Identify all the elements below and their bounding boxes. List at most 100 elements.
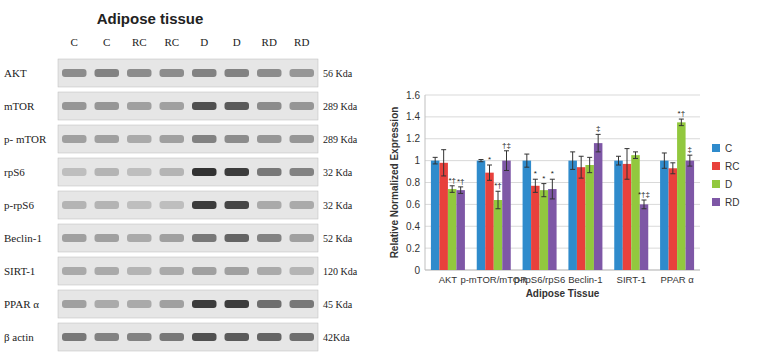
band — [192, 267, 217, 275]
band — [192, 300, 217, 308]
significance: ‡ — [596, 124, 600, 133]
error-bar — [533, 179, 538, 192]
lane-label: C — [103, 36, 110, 48]
error-cap — [642, 208, 647, 209]
band — [290, 234, 315, 242]
bar — [577, 167, 586, 270]
error-stem — [672, 163, 673, 174]
error-cap — [450, 185, 455, 186]
grid-line — [425, 95, 700, 96]
significance: *† — [448, 176, 456, 185]
error-cap — [541, 183, 546, 184]
lane-label: D — [233, 36, 241, 48]
size-label: 45 Kda — [323, 299, 353, 310]
band — [290, 135, 315, 143]
error-cap — [633, 158, 638, 159]
band — [225, 234, 250, 242]
band — [62, 69, 87, 77]
bars — [431, 119, 694, 270]
error-stem — [489, 165, 490, 180]
error-cap — [625, 148, 630, 149]
grid-line — [425, 204, 700, 205]
error-bar — [550, 179, 555, 199]
error-stem — [526, 154, 527, 167]
blot-strip — [58, 290, 318, 318]
size-label: 32 Kda — [323, 200, 353, 211]
band — [62, 267, 87, 275]
band — [62, 234, 87, 242]
error-cap — [596, 134, 601, 135]
error-cap — [550, 179, 555, 180]
error-stem — [506, 151, 507, 171]
bar — [677, 122, 686, 270]
bar — [568, 161, 577, 270]
bar — [485, 173, 494, 270]
protein-label: PPAR α — [4, 298, 39, 310]
error-cap — [487, 180, 492, 181]
error-stem — [618, 156, 619, 165]
y-tick-label: 0.6 — [406, 199, 420, 210]
band — [127, 135, 152, 143]
protein-label: p-rpS6 — [4, 199, 34, 211]
error-cap — [642, 200, 647, 201]
legend-swatch — [712, 144, 720, 152]
band — [62, 168, 87, 176]
y-tick-label: 1.6 — [406, 90, 420, 101]
band — [160, 333, 185, 341]
error-bar — [570, 152, 575, 170]
band — [192, 168, 217, 176]
figure: Adipose tissueCCRCRCDDRDRDAKT56 KdamTOR2… — [0, 0, 772, 361]
error-stem — [635, 152, 636, 159]
band — [127, 102, 152, 110]
error-bar — [487, 165, 492, 180]
bar — [502, 161, 511, 270]
band — [127, 201, 152, 209]
error-cap — [633, 151, 638, 152]
band — [192, 333, 217, 341]
blot-strip — [58, 59, 318, 87]
error-cap — [450, 192, 455, 193]
size-label: 289 Kda — [323, 101, 358, 112]
legend-label: D — [725, 179, 732, 190]
y-tick-label: 0 — [414, 265, 420, 276]
significance: * — [542, 174, 545, 183]
band — [192, 201, 217, 209]
error-stem — [598, 134, 599, 152]
error-cap — [579, 178, 584, 179]
error-cap — [479, 161, 484, 162]
y-tick-label: 1.2 — [406, 133, 420, 144]
grid-line — [425, 182, 700, 183]
band — [127, 69, 152, 77]
size-label: 56 Kda — [323, 68, 353, 79]
band — [160, 201, 185, 209]
legend-swatch — [712, 180, 720, 188]
protein-label: mTOR — [4, 100, 35, 112]
error-stem — [581, 156, 582, 178]
y-axis — [425, 95, 426, 270]
error-cap — [596, 151, 601, 152]
band — [127, 333, 152, 341]
significance: *† — [678, 109, 686, 118]
bar — [531, 186, 540, 270]
bar — [523, 161, 532, 270]
band — [257, 69, 282, 77]
error-cap — [670, 162, 675, 163]
bar — [448, 189, 457, 270]
grid-line — [425, 270, 700, 271]
y-tick-label: 0.2 — [406, 243, 420, 254]
x-axis-label: Adipose Tissue — [526, 288, 600, 299]
size-label: 52 Kda — [323, 233, 353, 244]
protein-label: β actin — [4, 331, 34, 343]
lane-label: RC — [132, 36, 147, 48]
lane-label: C — [71, 36, 78, 48]
x-tick-label: AKT — [439, 274, 458, 285]
band — [95, 333, 120, 341]
error-bar — [441, 150, 446, 176]
error-cap — [524, 167, 529, 168]
band — [127, 234, 152, 242]
blot-strip — [58, 224, 318, 252]
error-bar — [670, 163, 675, 174]
error-cap — [487, 165, 492, 166]
error-cap — [662, 168, 667, 169]
error-cap — [625, 179, 630, 180]
